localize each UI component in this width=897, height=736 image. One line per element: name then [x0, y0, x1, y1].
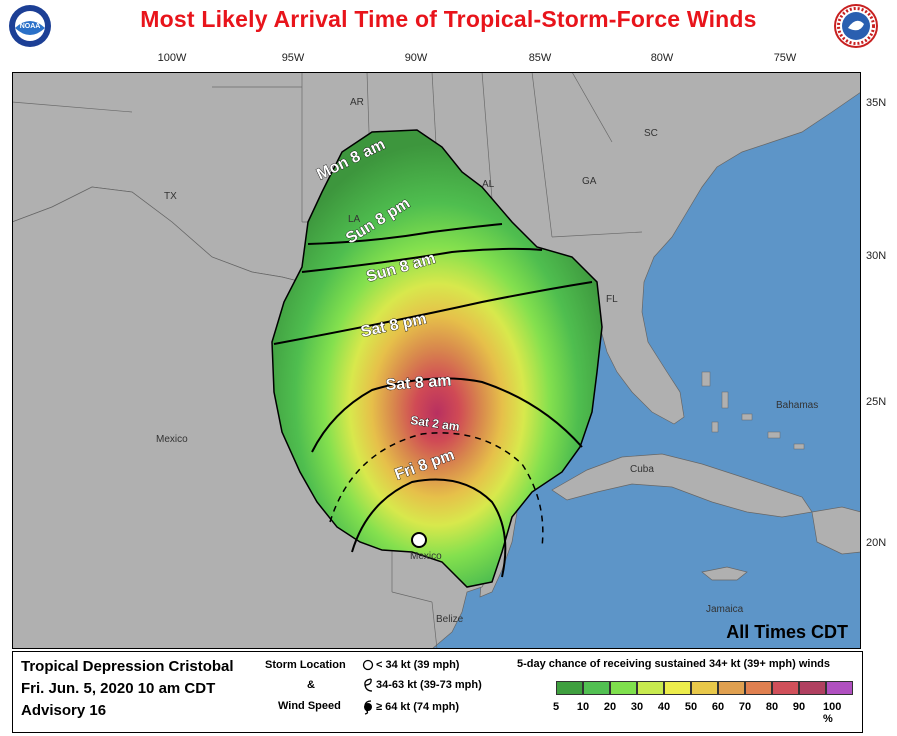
color-scale-tick: 20 — [603, 701, 617, 713]
lon-label: 100W — [157, 52, 187, 64]
color-scale-tick: 90 — [792, 701, 806, 713]
marker-label-weak: < 34 kt (39 mph) — [376, 659, 460, 671]
lon-label: 95W — [281, 52, 305, 64]
lon-label: 80W — [650, 52, 674, 64]
storm-location-marker — [411, 532, 427, 548]
color-scale-tick: 5 — [552, 701, 560, 713]
lat-label: 20N — [866, 537, 887, 549]
lon-label: 85W — [528, 52, 552, 64]
state-label: LA — [348, 214, 361, 225]
marker-label-strong: ≥ 64 kt (74 mph) — [376, 701, 460, 713]
map: Mon 8 am Sun 8 pm Sun 8 am Sat 8 pm Sat … — [12, 72, 861, 649]
lat-label: 35N — [866, 97, 887, 109]
marker-label-medium: 34-63 kt (39-73 mph) — [376, 679, 482, 691]
country-label: Belize — [436, 614, 464, 625]
hurricane-icon — [364, 700, 372, 715]
color-scale-box — [637, 681, 664, 695]
land-bahamas — [701, 371, 805, 450]
color-scale-tick: 70 — [738, 701, 752, 713]
country-label: Cuba — [630, 464, 654, 475]
state-label: GA — [582, 176, 597, 187]
page-title: Most Likely Arrival Time of Tropical-Sto… — [140, 6, 757, 32]
color-scale-tick: 10 — [576, 701, 590, 713]
times-note: All Times CDT — [726, 622, 848, 642]
storm-name: Tropical Depression Cristobal — [21, 658, 234, 675]
color-scale-tick: 60 — [711, 701, 725, 713]
color-scale-box — [610, 681, 637, 695]
ampersand-label: & — [307, 679, 315, 691]
color-scale-box — [691, 681, 718, 695]
state-label: FL — [606, 294, 618, 305]
arrival-contour-dashed — [329, 432, 544, 548]
storm-location-label: Storm Location — [265, 659, 346, 671]
state-label: TX — [164, 191, 177, 202]
color-scale-box — [583, 681, 610, 695]
wind-speed-label: Wind Speed — [278, 700, 341, 712]
probability-field — [271, 129, 603, 588]
color-scale-tick: 40 — [657, 701, 671, 713]
color-scale-box — [826, 681, 853, 695]
country-label: Mexico — [156, 434, 188, 445]
color-scale-box — [718, 681, 745, 695]
state-label: AL — [482, 179, 495, 190]
country-label: Jamaica — [706, 604, 744, 615]
lat-label: 30N — [866, 250, 887, 262]
lon-label: 90W — [404, 52, 428, 64]
lat-label: 25N — [866, 396, 887, 408]
noaa-logo: NOAA — [9, 5, 51, 47]
arrival-contours — [273, 223, 593, 578]
legend: Tropical Depression Cristobal Fri. Jun. … — [12, 651, 863, 733]
color-scale-box — [772, 681, 799, 695]
storm-circle-icon — [362, 659, 374, 671]
tropical-storm-icon — [364, 678, 373, 692]
land-jamaica — [701, 566, 748, 581]
contour-label: Sat 8 am — [385, 372, 452, 394]
color-scale-tick: 30 — [630, 701, 644, 713]
probability-scale-title: 5-day chance of receiving sustained 34+ … — [517, 658, 830, 670]
color-scale-box — [664, 681, 691, 695]
advisory-datetime: Fri. Jun. 5, 2020 10 am CDT — [21, 680, 216, 697]
svg-text:NOAA: NOAA — [20, 23, 41, 30]
lon-label: 75W — [773, 52, 797, 64]
color-scale-tick: 80 — [765, 701, 779, 713]
state-label: SC — [644, 128, 658, 139]
country-label: Bahamas — [776, 400, 818, 411]
advisory-number: Advisory 16 — [21, 702, 107, 719]
color-scale-tick: 100 % — [823, 701, 842, 725]
color-scale-box — [799, 681, 826, 695]
color-scale-box — [556, 681, 583, 695]
state-label: AR — [350, 97, 364, 108]
color-scale-tick: 50 — [684, 701, 698, 713]
color-scale-box — [745, 681, 772, 695]
nws-logo — [834, 4, 878, 48]
land-hispaniola — [811, 506, 861, 555]
country-label: Mexico — [410, 551, 442, 562]
